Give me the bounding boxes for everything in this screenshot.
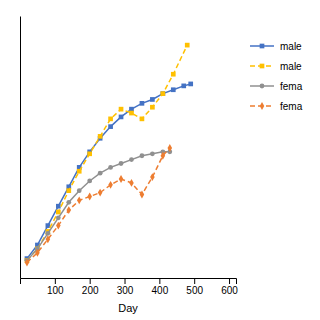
series [25, 43, 190, 263]
legend-marker [260, 64, 265, 69]
series-point [98, 134, 103, 139]
series-point [140, 117, 145, 122]
series-point [171, 87, 176, 92]
series-point [45, 231, 50, 236]
x-tick-label: 500 [186, 285, 203, 296]
x-tick: 300 [117, 278, 134, 296]
series-point [66, 206, 71, 214]
series-point [77, 196, 82, 204]
series-point [108, 117, 113, 122]
series-point [140, 101, 145, 106]
series-point [56, 204, 61, 209]
series-point [35, 249, 40, 257]
series-point [108, 124, 113, 129]
series-point [181, 84, 186, 89]
x-axis: 100 200 300 400 500 600 [21, 278, 239, 296]
plot-area: 100 200 300 400 500 600 [21, 17, 239, 297]
x-tick-mark [125, 278, 126, 284]
legend-label: male [280, 41, 302, 52]
x-tick-mark [90, 278, 91, 284]
legend-item: male [250, 61, 302, 72]
series-point [188, 82, 193, 87]
legend-item: fema [250, 101, 303, 112]
series-point [77, 188, 82, 193]
series-point [140, 191, 145, 199]
x-tick-mark [159, 278, 160, 284]
series [25, 144, 172, 266]
series-point [119, 107, 124, 112]
series-point [161, 152, 166, 160]
x-tick-label: 400 [152, 285, 169, 296]
series-line [27, 45, 187, 260]
x-tick-mark [194, 278, 195, 284]
series-point [129, 157, 134, 162]
series-point [98, 189, 103, 197]
series-point [150, 105, 155, 110]
series-line [27, 152, 170, 261]
x-tick-label: 200 [82, 285, 99, 296]
x-tick: 200 [82, 278, 99, 296]
series-point [25, 259, 30, 267]
series-point [87, 151, 92, 156]
series-point [129, 111, 134, 116]
y-axis [20, 17, 21, 279]
series-point [87, 179, 92, 184]
series-point [185, 43, 190, 48]
series-point [87, 193, 92, 201]
x-tick-label: 100 [47, 285, 64, 296]
x-tick: 400 [152, 278, 169, 296]
x-tick-label: 300 [117, 285, 134, 296]
legend-label: fema [280, 101, 303, 112]
series [25, 82, 193, 261]
series [25, 149, 173, 262]
series-point [98, 171, 103, 176]
series-point [46, 235, 51, 243]
series-point [56, 215, 61, 220]
x-tick-mark [229, 278, 230, 284]
x-tick-label: 600 [221, 285, 238, 296]
series-point [66, 200, 71, 205]
series-point [171, 72, 176, 77]
series-point [150, 151, 155, 156]
x-axis-label: Day [118, 302, 138, 314]
x-tick: 100 [47, 278, 64, 296]
series-point [160, 91, 165, 96]
x-axis-line [21, 279, 237, 285]
series-point [66, 188, 71, 193]
series-point [119, 115, 124, 120]
series-point [119, 175, 124, 183]
legend-marker [260, 84, 265, 89]
legend-marker [260, 102, 265, 110]
x-tick: 500 [186, 278, 203, 296]
legend: male male fema fema [250, 41, 303, 112]
series-line [27, 84, 191, 259]
legend-label: male [280, 61, 302, 72]
legend-item: male [250, 41, 302, 52]
series-point [168, 144, 173, 152]
series-point [119, 161, 124, 166]
x-tick: 600 [221, 278, 238, 296]
series-line [27, 148, 170, 263]
series-point [56, 210, 61, 215]
legend-item: fema [250, 81, 303, 92]
series-point [150, 97, 155, 102]
series-point [77, 169, 82, 174]
marks [25, 43, 193, 267]
chart: 100 200 300 400 500 600 Day male male fema fema [0, 0, 320, 320]
legend-marker [260, 44, 265, 49]
series-point [108, 165, 113, 170]
series-point [129, 179, 134, 187]
x-tick-mark [55, 278, 56, 284]
legend-label: fema [280, 81, 303, 92]
series-point [140, 153, 145, 158]
series-point [56, 222, 61, 230]
series-point [160, 91, 165, 96]
y-axis-line [20, 17, 21, 279]
series-point [108, 181, 113, 189]
series-point [150, 173, 155, 181]
